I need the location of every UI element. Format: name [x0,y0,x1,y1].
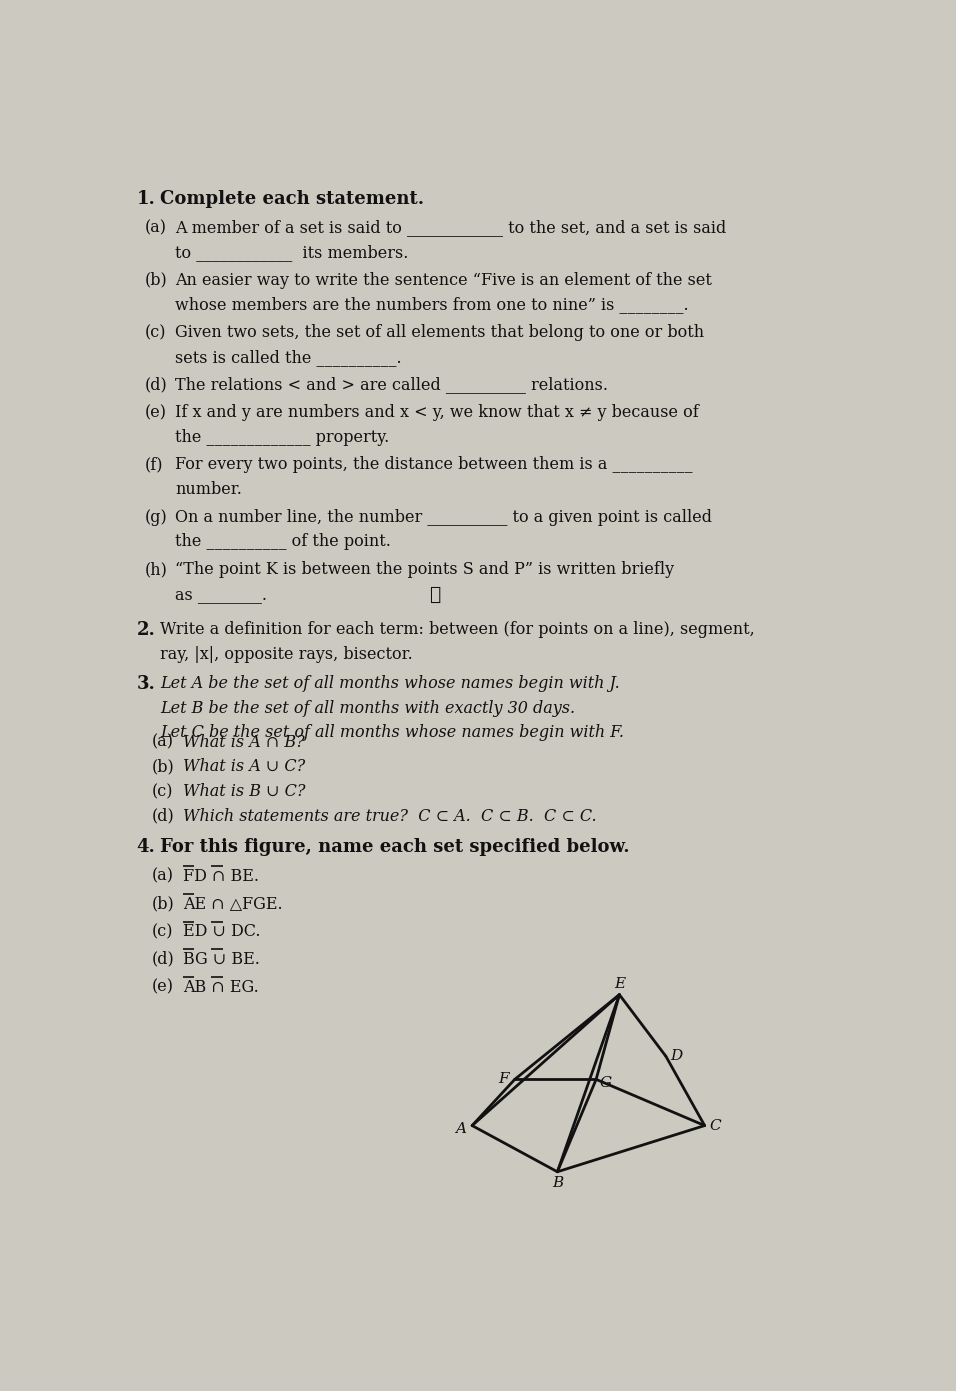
Text: (h): (h) [144,561,167,579]
Text: FD ∩ BE.: FD ∩ BE. [183,868,259,885]
Text: Which statements are true?  C ⊂ A.  C ⊂ B.  C ⊂ C.: Which statements are true? C ⊂ A. C ⊂ B.… [183,808,597,825]
Text: the __________ of the point.: the __________ of the point. [175,533,391,551]
Text: sets is called the __________.: sets is called the __________. [175,349,402,366]
Text: F: F [499,1072,510,1086]
Text: (a): (a) [152,868,174,885]
Text: 4.: 4. [137,839,156,857]
Text: (f): (f) [144,456,163,473]
Text: What is B ∪ C?: What is B ∪ C? [183,783,306,800]
Text: (c): (c) [152,783,174,800]
Text: (a): (a) [144,220,166,236]
Text: （: （ [418,586,441,604]
Text: An easier way to write the sentence “Five is an element of the set: An easier way to write the sentence “Fiv… [175,271,712,289]
Text: ED ∪ DC.: ED ∪ DC. [183,924,261,940]
Text: BG ∪ BE.: BG ∪ BE. [183,951,260,968]
Text: (a): (a) [152,733,174,751]
Text: For every two points, the distance between them is a __________: For every two points, the distance betwe… [175,456,693,473]
Text: 3.: 3. [137,675,156,693]
Text: number.: number. [175,481,242,498]
Text: (d): (d) [152,808,175,825]
Text: the _____________ property.: the _____________ property. [175,428,389,445]
Text: For this figure, name each set specified below.: For this figure, name each set specified… [160,839,629,857]
Text: If x and y are numbers and x < y, we know that x ≠ y because of: If x and y are numbers and x < y, we kno… [175,403,699,421]
Text: What is A ∪ C?: What is A ∪ C? [183,758,305,775]
Text: AE ∩ △FGE.: AE ∩ △FGE. [183,896,283,912]
Text: ray, |x|, opposite rays, bisector.: ray, |x|, opposite rays, bisector. [160,645,413,664]
Text: “The point K is between the points S and P” is written briefly: “The point K is between the points S and… [175,561,674,579]
Text: On a number line, the number __________ to a given point is called: On a number line, the number __________ … [175,509,712,526]
Text: The relations < and > are called __________ relations.: The relations < and > are called _______… [175,377,608,394]
Text: E: E [614,976,625,990]
Text: (e): (e) [152,978,174,996]
Text: (e): (e) [144,403,166,421]
Text: A member of a set is said to ____________ to the set, and a set is said: A member of a set is said to ___________… [175,220,727,236]
Text: 1.: 1. [137,191,156,209]
Text: (b): (b) [152,896,175,912]
Text: (c): (c) [144,324,165,341]
Text: whose members are the numbers from one to nine” is ________.: whose members are the numbers from one t… [175,296,689,313]
Text: (g): (g) [144,509,167,526]
Text: (d): (d) [152,951,175,968]
Text: Let B be the set of all months with exactly 30 days.: Let B be the set of all months with exac… [160,700,575,716]
Text: Let C be the set of all months whose names begin with F.: Let C be the set of all months whose nam… [160,725,624,741]
Text: D: D [670,1049,683,1063]
Text: to ____________  its members.: to ____________ its members. [175,243,408,262]
Text: (b): (b) [144,271,167,289]
Text: Complete each statement.: Complete each statement. [160,191,424,209]
Text: G: G [600,1077,612,1091]
Text: Write a definition for each term: between (for points on a line), segment,: Write a definition for each term: betwee… [160,622,754,638]
Text: (d): (d) [144,377,167,394]
Text: Given two sets, the set of all elements that belong to one or both: Given two sets, the set of all elements … [175,324,705,341]
Text: 2.: 2. [137,622,156,640]
Text: (b): (b) [152,758,175,775]
Text: What is A ∩ B?: What is A ∩ B? [183,733,305,751]
Text: Let A be the set of all months whose names begin with J.: Let A be the set of all months whose nam… [160,675,619,693]
Text: (c): (c) [152,924,174,940]
Text: AB ∩ EG.: AB ∩ EG. [183,978,259,996]
Text: C: C [709,1118,721,1132]
Text: B: B [552,1177,563,1191]
Text: as ________.: as ________. [175,586,268,602]
Text: A: A [455,1123,466,1136]
